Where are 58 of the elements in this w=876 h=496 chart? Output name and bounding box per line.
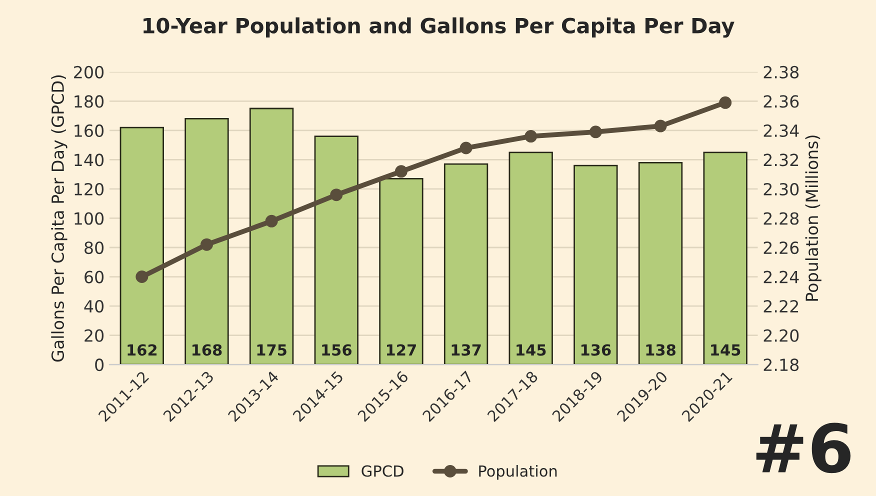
- data-label: 156: [322, 344, 352, 356]
- bar: [379, 178, 424, 365]
- point: [719, 96, 732, 109]
- legend-label: Population: [479, 464, 557, 480]
- data-label: 137: [452, 344, 481, 356]
- y2-tick-label: 2.36: [764, 95, 799, 108]
- point: [200, 238, 213, 251]
- bar: [444, 163, 488, 365]
- y-axis-title: Gallons Per Capita Per Day (GPCD): [51, 75, 68, 362]
- y2-tick-label: 2.24: [764, 270, 799, 284]
- bar: [508, 152, 553, 365]
- y2-tick-label: 2.30: [764, 182, 799, 196]
- y2-tick-label: 2.28: [764, 212, 799, 225]
- point: [654, 120, 667, 132]
- point: [136, 270, 148, 284]
- chart-title: 10-Year Population and Gallons Per Capita Per Day: [144, 17, 734, 38]
- y-tick-label: 160: [74, 124, 104, 138]
- point: [589, 126, 602, 138]
- y-tick-label: 80: [84, 241, 104, 254]
- data-label: 145: [516, 344, 546, 356]
- y2-tick-label: 2.18: [764, 358, 799, 372]
- point: [394, 165, 408, 178]
- data-label: 136: [581, 344, 611, 356]
- y-tick-label: 100: [74, 212, 104, 225]
- y-tick-label: 20: [84, 329, 104, 342]
- y2-tick-label: 2.22: [764, 300, 798, 312]
- y2-tick-label: 2.26: [764, 241, 799, 254]
- y-tick-label: 0: [95, 358, 104, 372]
- bar: [703, 152, 748, 365]
- data-label: 138: [646, 344, 676, 356]
- y2-tick-label: 2.20: [764, 329, 799, 342]
- data-label: 175: [257, 344, 286, 356]
- bar: [574, 164, 618, 365]
- y2-axis-title: Population (Millions): [805, 136, 822, 301]
- y-tick-label: 60: [84, 270, 104, 284]
- y2-tick-label: 2.38: [764, 66, 799, 78]
- data-label: 162: [128, 344, 157, 356]
- data-label: 168: [192, 344, 222, 356]
- y2-tick-label: 2.34: [764, 124, 799, 138]
- point: [524, 130, 538, 143]
- legend-label: GPCD: [362, 465, 404, 477]
- bar: [184, 118, 229, 365]
- bar: [249, 108, 294, 365]
- text: #6: [756, 422, 851, 474]
- data-label: 145: [711, 344, 740, 356]
- y-tick-label: 200: [74, 66, 104, 78]
- data-label: 127: [386, 344, 416, 356]
- bar: [314, 136, 358, 365]
- y-tick-label: 180: [74, 95, 104, 108]
- y-tick-label: 120: [74, 182, 104, 196]
- bar: [120, 126, 164, 365]
- y2-tick-label: 2.32: [764, 154, 798, 166]
- point: [265, 214, 278, 228]
- point: [330, 188, 343, 202]
- point: [460, 142, 472, 154]
- y-tick-label: 140: [74, 154, 104, 166]
- y-tick-label: 40: [84, 300, 104, 313]
- bar: [638, 162, 683, 365]
